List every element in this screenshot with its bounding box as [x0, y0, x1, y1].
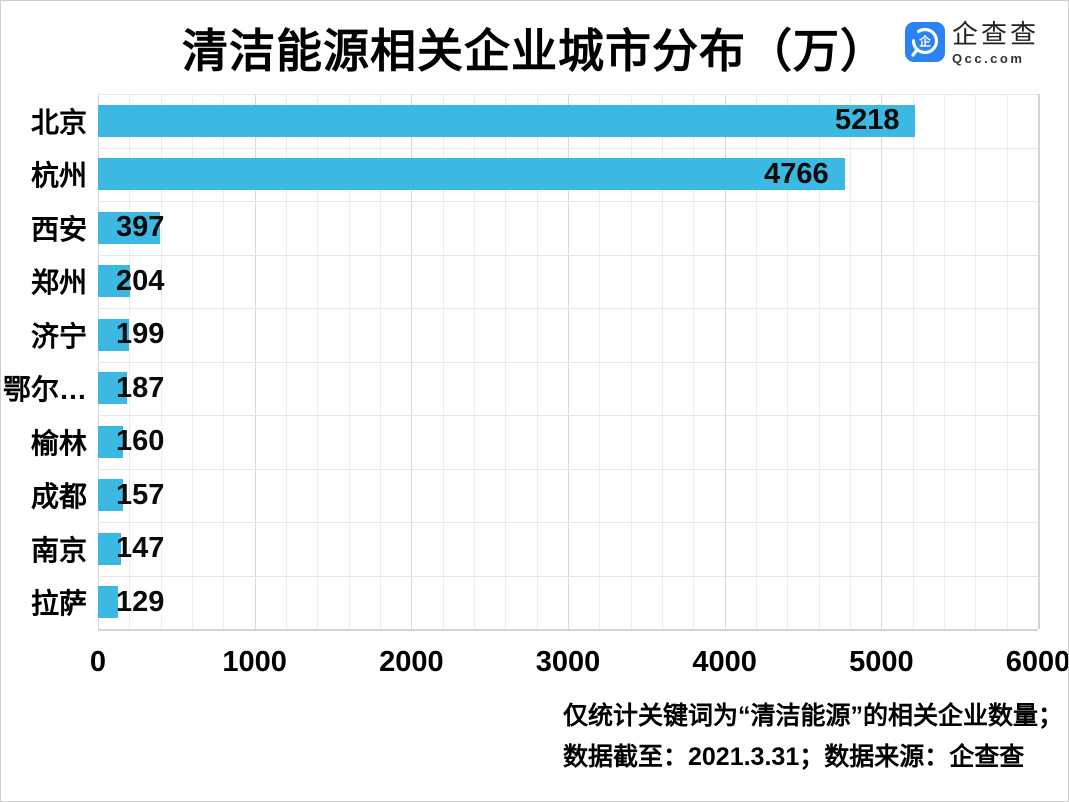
gridline-horizontal — [98, 147, 1038, 149]
gridline-horizontal — [98, 254, 1038, 256]
bar — [98, 479, 123, 512]
bar-value-label: 4766 — [764, 157, 829, 190]
gridline-horizontal — [98, 415, 1038, 416]
footnote: 仅统计关键词为“清洁能源”的相关企业数量； 数据截至：2021.3.31；数据来… — [563, 696, 1063, 778]
bar-value-label: 160 — [116, 425, 165, 458]
bar-value-label: 129 — [116, 585, 165, 618]
y-axis-labels: 北京杭州西安郑州济宁鄂尔… 榆林成都南京拉萨 — [1, 94, 87, 629]
category-label: 榆林 — [30, 427, 87, 459]
bar — [98, 211, 161, 244]
category-label: 成都 — [30, 481, 87, 513]
plot-area: 5218 4766 397 204 199 187 160 157 147 129 — [98, 94, 1040, 631]
bar-value-label: 397 — [116, 211, 165, 244]
qcc-logo-icon: 企 — [905, 22, 945, 62]
bar — [98, 158, 845, 191]
gridline-horizontal — [98, 575, 1038, 577]
bar-value-label: 157 — [116, 478, 165, 511]
category-label: 杭州 — [30, 160, 87, 192]
bar — [98, 265, 130, 298]
bar — [98, 372, 128, 405]
bar-value-label: 5218 — [834, 104, 900, 137]
x-tick-label: 0 — [89, 646, 107, 678]
chart-title: 清洁能源相关企业城市分布（万） — [182, 25, 887, 77]
gridline-horizontal — [98, 361, 1038, 363]
footnote-line1: 仅统计关键词为“清洁能源”的相关企业数量； — [563, 702, 1064, 730]
bar-value-label: 204 — [116, 264, 165, 297]
bar — [98, 532, 122, 565]
x-tick-label: 3000 — [535, 646, 601, 678]
category-label: 鄂尔… — [2, 374, 87, 406]
x-tick-label: 2000 — [379, 646, 444, 678]
logo-company-name: 企查查 — [952, 19, 1040, 49]
svg-text:企: 企 — [918, 34, 932, 49]
gridline-horizontal — [98, 468, 1038, 470]
x-tick-label: 6000 — [1005, 646, 1069, 678]
bar — [98, 586, 119, 619]
category-label: 济宁 — [30, 320, 87, 352]
bar-value-label: 187 — [116, 371, 165, 404]
bar — [98, 318, 130, 351]
x-tick-label: 1000 — [222, 646, 287, 678]
gridline-horizontal — [98, 201, 1038, 202]
logo-domain: Qcc.com — [952, 51, 1025, 66]
bar-value-label: 147 — [116, 532, 165, 565]
gridline-horizontal — [98, 629, 1038, 631]
bar — [98, 425, 124, 458]
qcc-logo: 企 企查查 Qcc.com — [905, 19, 1039, 66]
bar-value-label: 199 — [116, 318, 165, 351]
category-label: 北京 — [30, 106, 87, 138]
category-label: 拉萨 — [30, 588, 87, 620]
x-axis-labels: 0 1000 2000 3000 4000 5000 6000 — [90, 646, 1068, 680]
category-label: 西安 — [30, 213, 87, 245]
gridline-horizontal — [98, 94, 1038, 95]
x-tick-label: 4000 — [692, 646, 757, 678]
bar — [98, 104, 916, 137]
footnote-line2: 数据截至：2021.3.31；数据来源：企查查 — [563, 743, 1025, 771]
qcc-logo-glyph-svg: 企 — [911, 27, 939, 57]
gridline-vertical — [1038, 94, 1040, 629]
x-tick-label: 5000 — [849, 646, 914, 678]
gridline-horizontal — [98, 522, 1038, 523]
category-label: 郑州 — [30, 267, 87, 299]
category-label: 南京 — [30, 534, 87, 566]
gridline-horizontal — [98, 308, 1038, 309]
